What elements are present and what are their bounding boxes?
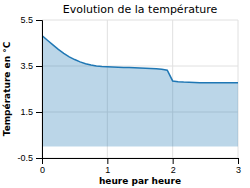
tick-label: 1.5: [20, 107, 33, 117]
chart: 0 1 2 3 -0.5 1.5 3.5 5.5 Evolution de la tempéra…: [0, 0, 250, 188]
tick: 0: [40, 158, 45, 175]
tick: 3: [236, 158, 241, 175]
tick: 3.5: [20, 61, 42, 71]
tick-label: 0: [40, 165, 45, 175]
tick-label: 3.5: [20, 61, 33, 71]
tick-label: -0.5: [17, 153, 33, 163]
tick: 1: [105, 158, 110, 175]
tick: 2: [171, 158, 176, 175]
y-axis: -0.5 1.5 3.5 5.5: [17, 15, 42, 163]
tick-mark: [36, 20, 42, 21]
line: [42, 36, 238, 83]
x-axis: 0 1 2 3: [40, 158, 241, 175]
axis-line: [36, 21, 43, 159]
tick-mark: [107, 158, 108, 164]
x-axis-title: heure par heure: [99, 176, 181, 186]
plot: 0 1 2 3 -0.5 1.5 3.5 5.5: [17, 15, 241, 175]
title: Evolution de la température: [63, 3, 218, 16]
tick: -0.5: [17, 153, 42, 163]
grid-line: [42, 20, 238, 21]
axis-line: [43, 159, 239, 165]
tick: 5.5: [20, 15, 42, 25]
tick: 1.5: [20, 107, 42, 117]
tick-label: 5.5: [20, 15, 33, 25]
marks: [42, 36, 238, 147]
tick-label: 3: [236, 165, 241, 175]
tick-mark: [36, 158, 42, 159]
area: [42, 36, 238, 147]
tick-mark: [36, 66, 42, 67]
tick-mark: [173, 158, 174, 164]
tick-label: 1: [105, 165, 110, 175]
y-axis-title: Température en °C: [2, 41, 12, 136]
tick-label: 2: [171, 165, 176, 175]
tick-mark: [238, 158, 239, 164]
grid: [42, 20, 238, 158]
tick-mark: [36, 112, 42, 113]
